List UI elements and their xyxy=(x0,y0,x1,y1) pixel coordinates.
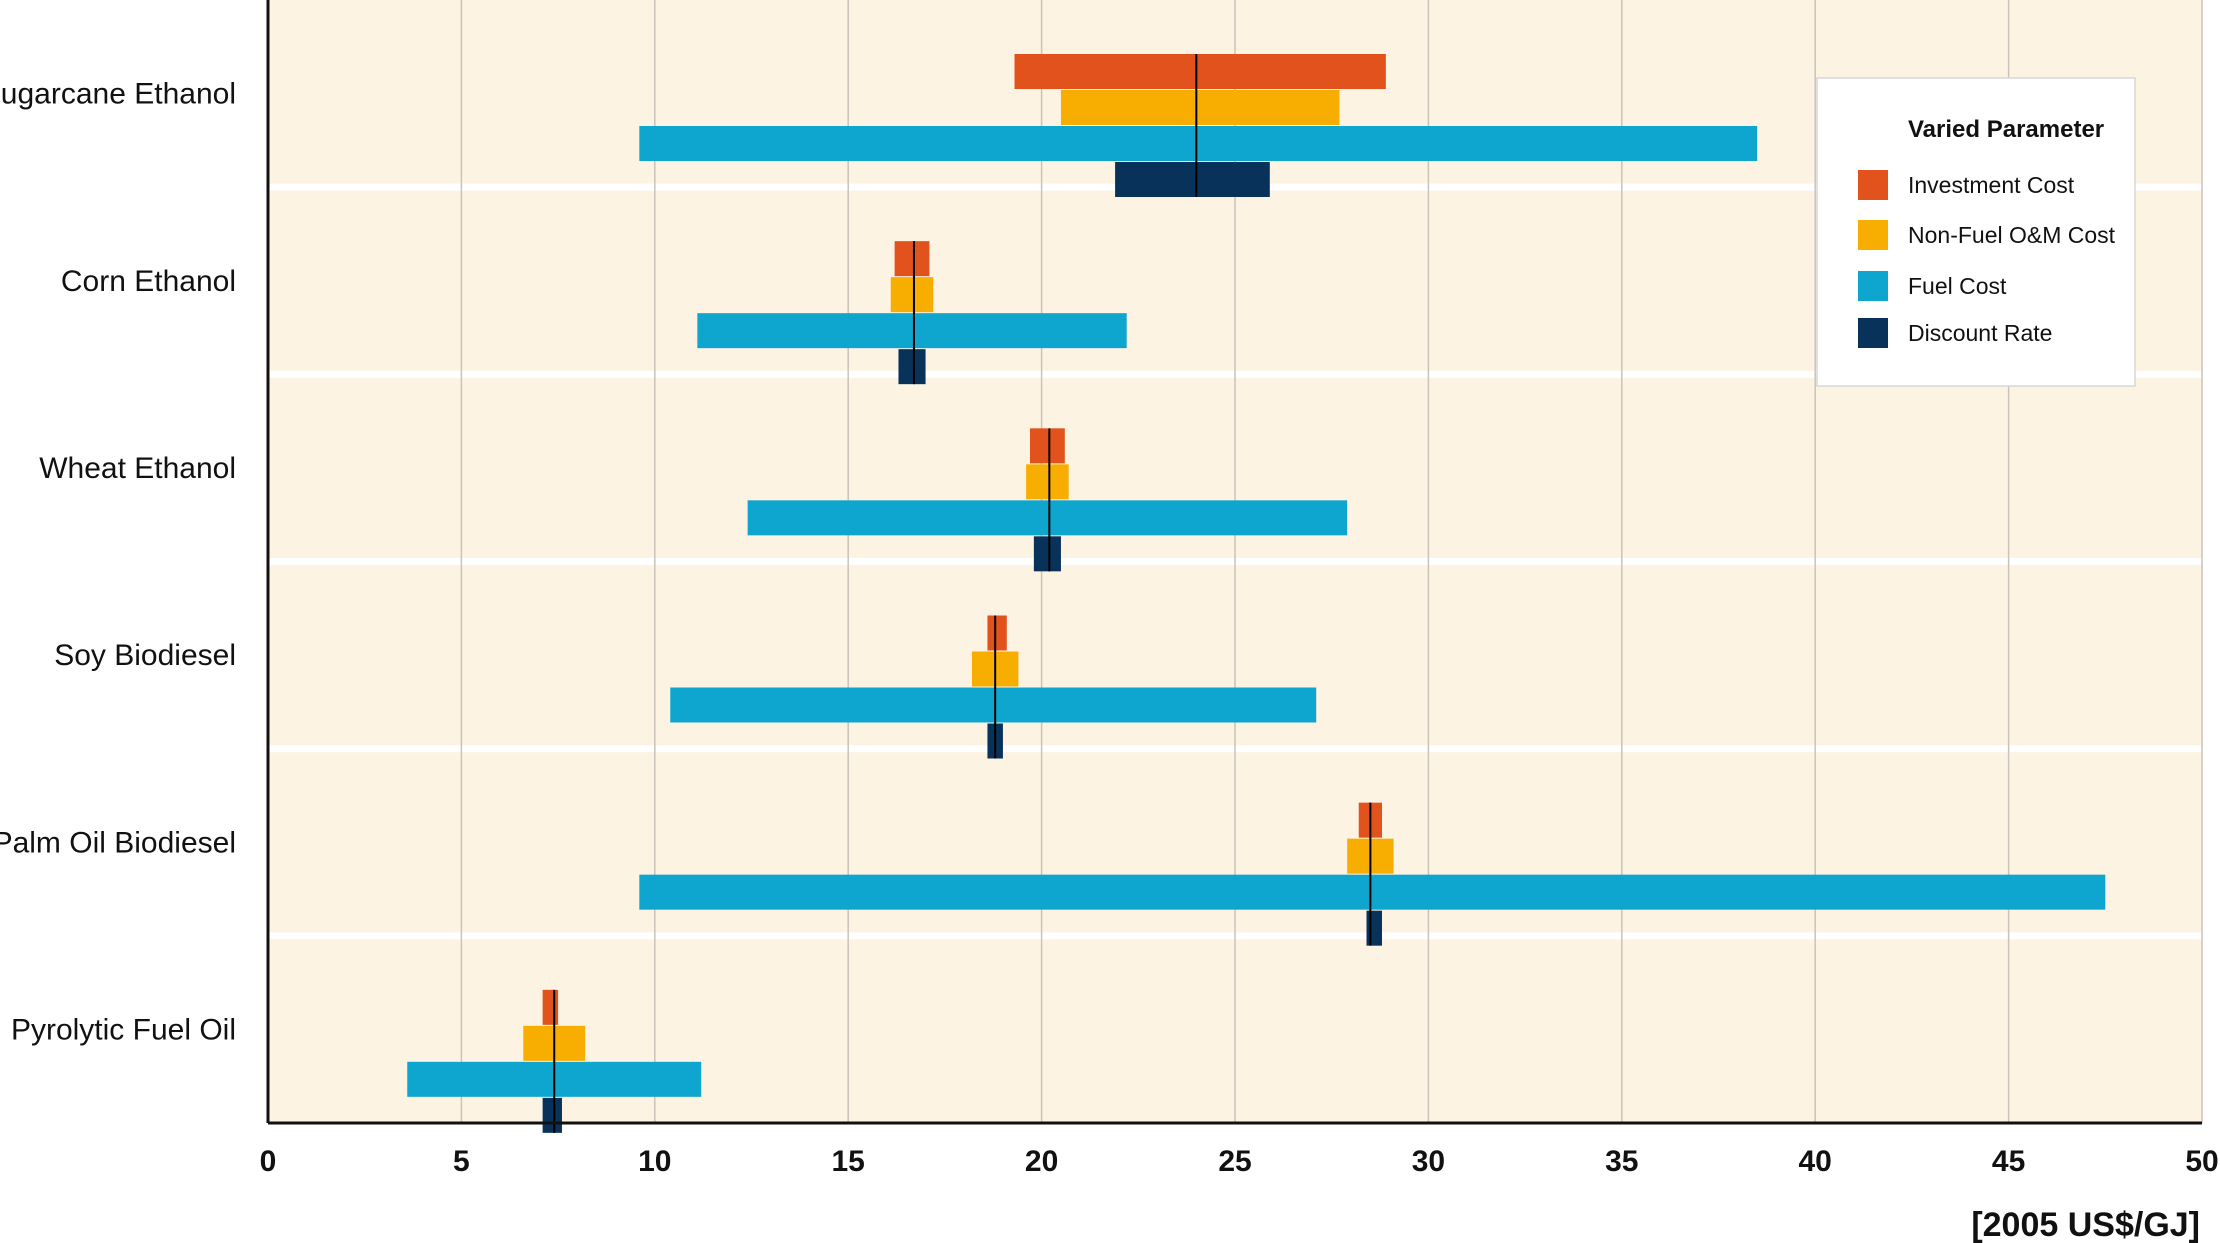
category-labels: Sugarcane Ethanol Corn Ethanol Wheat Ethan… xyxy=(0,78,236,1047)
x-tick-label: 25 xyxy=(1218,1145,1251,1178)
base-value-lines xyxy=(553,54,1372,1133)
x-axis-unit-label: [2005 US$/GJ] xyxy=(1971,1206,2200,1243)
bar-non-fuel-o-m-cost xyxy=(890,277,934,313)
category-label: Wheat Ethanol xyxy=(39,452,236,485)
bar-fuel-cost xyxy=(639,874,2106,910)
legend-swatch xyxy=(1858,271,1888,301)
bar-fuel-cost xyxy=(670,687,1317,723)
category-label: Corn Ethanol xyxy=(61,265,236,298)
legend-items: Investment Cost Non-Fuel O&M Cost Fuel Cos… xyxy=(1858,170,2116,348)
legend-label: Discount Rate xyxy=(1908,320,2052,346)
bar-investment-cost xyxy=(1014,54,1386,89)
legend-label: Investment Cost xyxy=(1908,172,2075,198)
legend-swatch xyxy=(1858,170,1888,200)
category-label: Pyrolytic Fuel Oil xyxy=(11,1013,236,1046)
bar-discount-rate xyxy=(1115,162,1270,197)
legend-label: Non-Fuel O&M Cost xyxy=(1908,222,2116,248)
x-axis-ticks: 0 5 10 15 20 25 30 35 40 45 50 xyxy=(260,1145,2219,1178)
legend-swatch xyxy=(1858,318,1888,348)
x-tick-label: 20 xyxy=(1025,1145,1058,1178)
x-tick-label: 15 xyxy=(832,1145,865,1178)
x-tick-label: 30 xyxy=(1412,1145,1445,1178)
bar-discount-rate xyxy=(898,349,926,385)
bar-investment-cost xyxy=(894,241,930,277)
x-tick-label: 0 xyxy=(260,1145,277,1178)
bar-fuel-cost xyxy=(747,500,1348,536)
legend-title: Varied Parameter xyxy=(1908,116,2104,143)
x-tick-label: 45 xyxy=(1992,1145,2025,1178)
bar-fuel-cost xyxy=(639,126,1758,161)
bar-fuel-cost xyxy=(697,313,1127,349)
bar-discount-rate xyxy=(1033,536,1061,572)
x-tick-label: 10 xyxy=(638,1145,671,1178)
x-tick-label: 40 xyxy=(1799,1145,1832,1178)
bar-investment-cost xyxy=(542,989,559,1025)
range-bars xyxy=(407,54,2106,1133)
bar-investment-cost xyxy=(1029,428,1065,464)
legend-label: Fuel Cost xyxy=(1908,273,2007,299)
bar-discount-rate xyxy=(542,1097,562,1133)
x-tick-label: 35 xyxy=(1605,1145,1638,1178)
category-label: Palm Oil Biodiesel xyxy=(0,826,236,859)
bar-non-fuel-o-m-cost xyxy=(1060,90,1340,125)
bar-investment-cost xyxy=(987,615,1007,651)
legend: Varied Parameter Investment Cost Non-Fuel… xyxy=(1816,77,2136,387)
x-tick-label: 50 xyxy=(2185,1145,2218,1178)
bar-discount-rate xyxy=(1366,910,1382,946)
legend-swatch xyxy=(1858,220,1888,250)
category-label: Soy Biodiesel xyxy=(54,639,236,672)
bar-non-fuel-o-m-cost xyxy=(1026,464,1069,500)
x-tick-label: 5 xyxy=(453,1145,470,1178)
category-label: Sugarcane Ethanol xyxy=(0,78,236,111)
